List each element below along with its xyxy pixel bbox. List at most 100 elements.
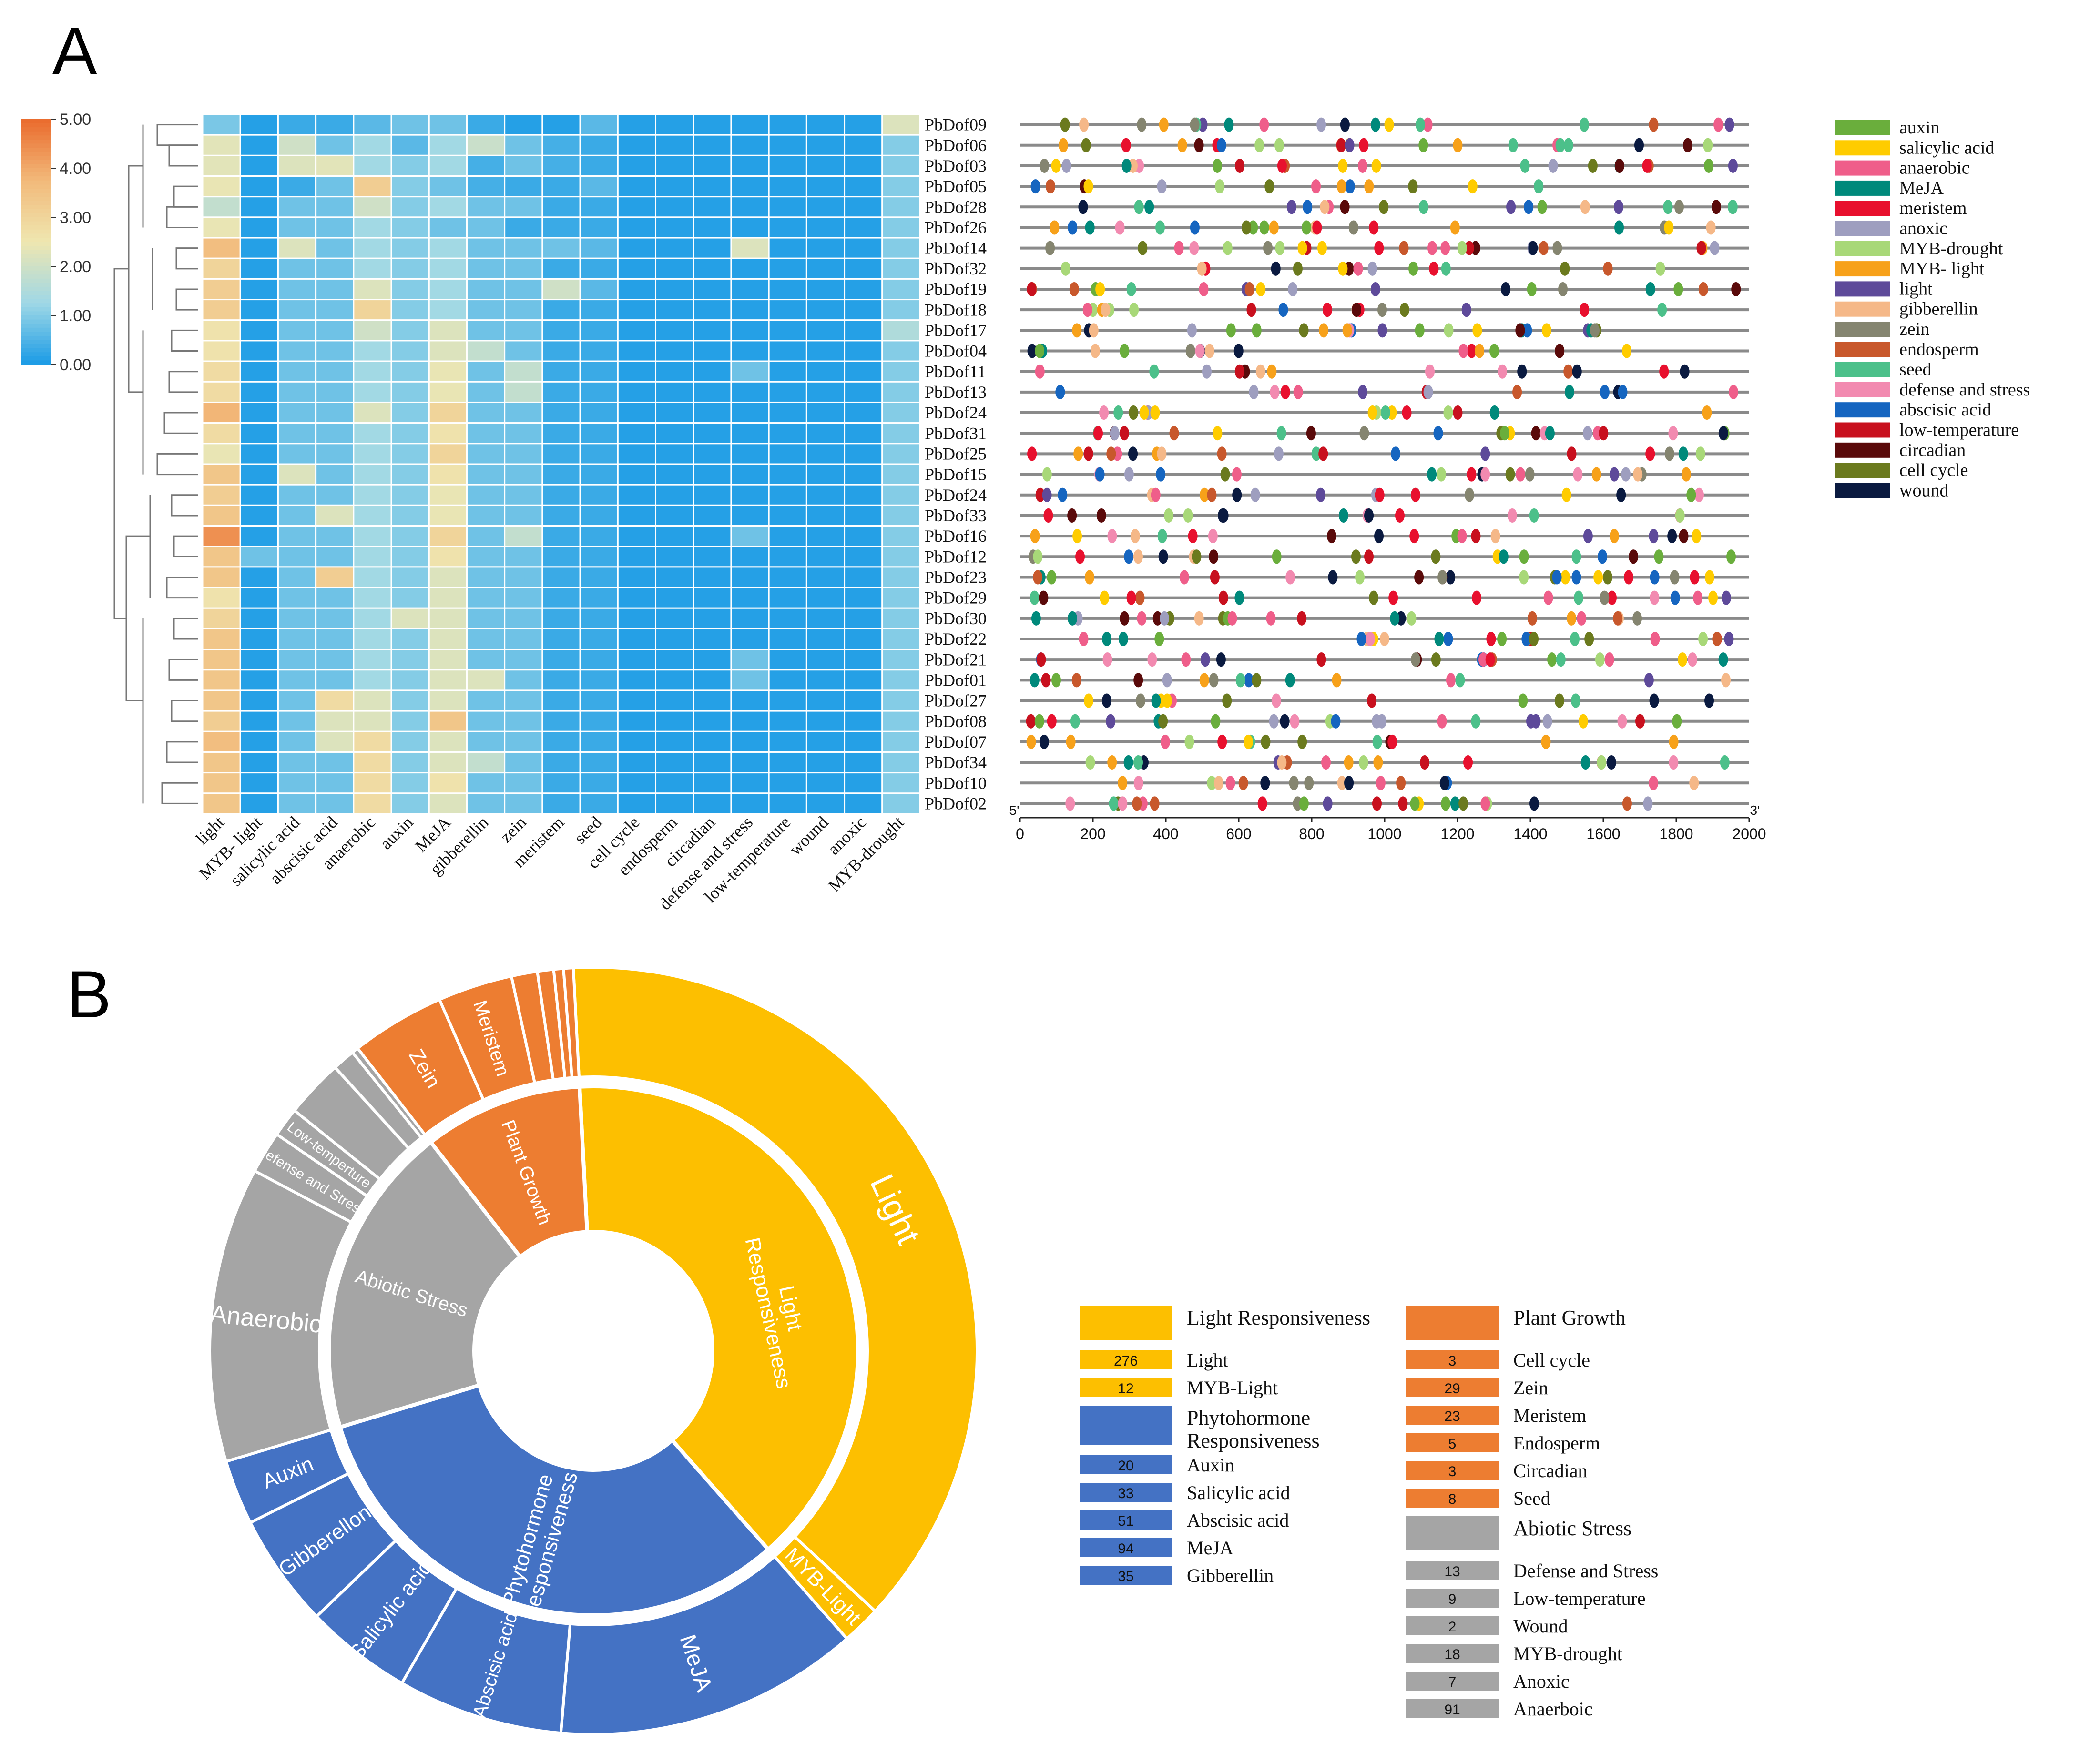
promoter-element	[1659, 364, 1669, 379]
heatmap-cell	[693, 257, 732, 280]
heatmap-cell	[579, 463, 619, 486]
colorbar-segment	[21, 324, 51, 328]
heatmap-cell	[541, 113, 581, 136]
heatmap-cell	[315, 710, 355, 732]
heatmap-cell	[881, 422, 921, 445]
heatmap-cell	[805, 484, 846, 506]
promoter-legend-label: zein	[1899, 319, 1929, 339]
promoter-element	[1561, 487, 1571, 502]
promoter-element	[1083, 179, 1093, 194]
promoter-element	[1031, 611, 1041, 626]
dendrogram-branch	[113, 268, 129, 619]
heatmap-cell	[277, 587, 317, 609]
promoter-element	[1374, 241, 1384, 255]
heatmap-cell	[277, 628, 317, 650]
promoter-element	[1101, 303, 1111, 317]
heatmap-cell	[881, 340, 921, 362]
promoter-element	[1328, 570, 1338, 585]
heatmap-cell	[202, 134, 241, 156]
promoter-element	[1269, 220, 1279, 235]
heatmap-cell	[541, 669, 581, 691]
promoter-legend-label: wound	[1899, 480, 1948, 500]
heatmap-cell	[277, 463, 317, 486]
promoter-element	[1464, 241, 1474, 255]
heatmap-cell	[504, 196, 543, 218]
promoter-element	[1634, 138, 1644, 152]
heatmap-cell	[730, 504, 770, 527]
heatmap-cell	[390, 730, 430, 753]
heatmap-cell	[730, 525, 770, 547]
heatmap-cell	[805, 257, 846, 280]
colorbar-segment	[21, 348, 51, 353]
promoter-element	[1190, 220, 1200, 235]
heatmap-cell	[541, 689, 581, 712]
heatmap-cell	[768, 669, 807, 691]
heatmap-cell	[730, 175, 770, 198]
promoter-element	[1366, 632, 1376, 646]
promoter-element	[1261, 734, 1271, 749]
heatmap-cell	[428, 319, 468, 342]
promoter-element	[1157, 446, 1167, 461]
promoter-element	[1208, 529, 1218, 544]
promoter-element	[1113, 405, 1123, 420]
heatmap-cell	[617, 504, 657, 527]
heatmap-cell	[315, 484, 355, 506]
promoter-element	[1563, 364, 1573, 379]
promoter-element	[1151, 693, 1161, 708]
heatmap-cell	[277, 792, 317, 815]
promoter-element	[1030, 529, 1040, 544]
heatmap-cell	[541, 196, 581, 218]
heatmap-cell	[805, 278, 846, 301]
heatmap-cell	[315, 381, 355, 403]
promoter-element	[1458, 796, 1468, 811]
heatmap-cell	[315, 525, 355, 547]
heatmap-cell	[730, 710, 770, 732]
heatmap-cell	[881, 669, 921, 691]
colorbar-tick-label: 4.00	[60, 160, 91, 178]
promoter-element	[1471, 714, 1481, 729]
heatmap-cell	[617, 134, 657, 156]
heatmap-cell	[805, 360, 846, 383]
heatmap-cell	[277, 134, 317, 156]
promoter-element	[1377, 323, 1387, 338]
heatmap-cell	[277, 751, 317, 774]
dendrogram-branch	[168, 371, 198, 393]
heatmap-cell	[541, 710, 581, 732]
promoter-element	[1129, 405, 1139, 420]
heatmap-cell	[353, 257, 392, 280]
heatmap-cell	[881, 237, 921, 259]
promoter-element	[1388, 590, 1398, 605]
heatmap-cell	[805, 154, 846, 177]
promoter-element	[1115, 220, 1125, 235]
heatmap-cell	[541, 463, 581, 486]
heatmap-cell	[202, 772, 241, 794]
promoter-element	[1649, 117, 1659, 132]
heatmap-cell	[504, 730, 543, 753]
heatmap-cell	[768, 134, 807, 156]
heatmap-cell	[730, 443, 770, 465]
promoter-element	[1285, 673, 1295, 688]
heatmap-cell	[844, 175, 883, 198]
colorbar-segment	[21, 356, 51, 361]
heatmap-cell	[655, 607, 694, 629]
heatmap-cell	[579, 710, 619, 732]
promoter-element	[1713, 117, 1723, 132]
promoter-element	[1100, 590, 1110, 605]
heatmap-cell	[693, 278, 732, 301]
promoter-element	[1252, 673, 1262, 688]
sunburst-legend-swatch	[1406, 1561, 1499, 1580]
heatmap-cell	[768, 196, 807, 218]
promoter-element	[1364, 179, 1374, 194]
heatmap-cell	[202, 484, 241, 506]
promoter-element	[1580, 755, 1590, 770]
promoter-element	[1570, 693, 1580, 708]
heatmap-cell	[541, 792, 581, 815]
heatmap-cell	[390, 401, 430, 424]
heatmap-cell	[466, 134, 506, 156]
heatmap-cell	[466, 772, 506, 794]
promoter-element	[1034, 714, 1044, 729]
promoter-element	[1520, 158, 1530, 173]
promoter-element	[1367, 261, 1377, 276]
heatmap-cell	[617, 546, 657, 568]
promoter-element	[1500, 426, 1510, 441]
